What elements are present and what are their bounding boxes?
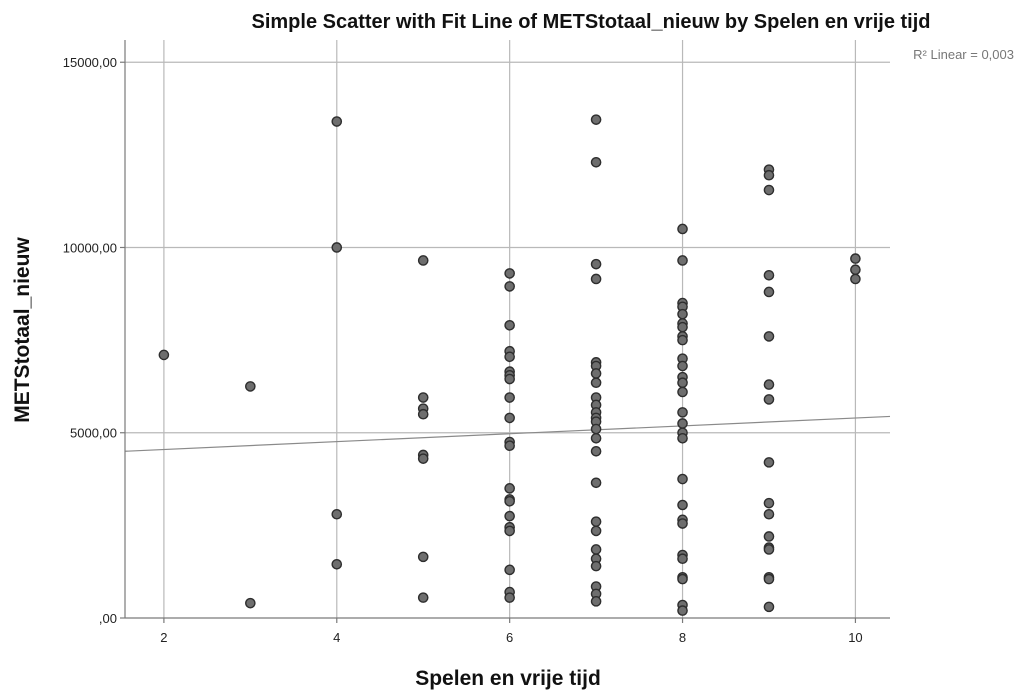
data-point (504, 525, 515, 537)
data-point (677, 334, 688, 346)
data-point (331, 558, 343, 570)
data-point (417, 551, 429, 563)
data-point (590, 368, 602, 379)
data-point (677, 255, 688, 266)
data-point (677, 377, 688, 389)
y-tick-label: ,00 (99, 611, 117, 626)
data-point (763, 394, 775, 405)
data-point (417, 392, 429, 403)
data-point (850, 264, 861, 276)
data-point (504, 351, 515, 363)
y-tick-label: 5000,00 (70, 426, 117, 441)
data-point (590, 433, 602, 444)
data-point (677, 473, 688, 485)
data-point (158, 349, 170, 361)
fit-line (124, 415, 891, 452)
y-tick-labels: ,00 5000,00 10000,00 15000,00 (63, 55, 125, 626)
data-point (590, 156, 602, 168)
data-point (590, 114, 602, 125)
data-point (504, 412, 515, 424)
data-point (677, 308, 688, 320)
x-axis-title: Spelen en vrije tijd (415, 667, 601, 690)
data-point (590, 258, 602, 270)
data-point (417, 408, 429, 420)
data-point (763, 184, 775, 196)
x-tick-label: 8 (679, 630, 686, 645)
data-point (763, 379, 775, 390)
data-point (850, 273, 861, 285)
data-point (677, 605, 688, 616)
data-point (763, 457, 775, 468)
data-point (504, 495, 515, 507)
data-point (763, 286, 775, 298)
data-point (590, 477, 602, 489)
data-point (504, 483, 515, 494)
data-point (590, 544, 602, 555)
data-point (504, 319, 515, 331)
data-point (677, 418, 688, 429)
data-point (677, 321, 688, 333)
data-point (504, 268, 515, 279)
data-point (677, 223, 688, 235)
data-point (504, 592, 515, 603)
data-point (763, 331, 775, 342)
data-point (677, 518, 688, 529)
data-point (763, 169, 775, 181)
data-point (763, 544, 775, 555)
data-point (504, 564, 515, 576)
data-point (331, 242, 343, 253)
data-point (677, 386, 688, 398)
data-point (763, 531, 775, 542)
data-point (763, 573, 775, 585)
data-point (850, 253, 861, 264)
data-point (331, 116, 343, 127)
data-point (331, 508, 343, 520)
data-point (677, 573, 688, 585)
data-point (677, 499, 688, 511)
data-point (245, 381, 256, 392)
gridlines (125, 40, 890, 618)
r2-linear-label: R² Linear = 0,003 (913, 47, 1014, 62)
data-point (677, 360, 688, 372)
data-point (763, 508, 775, 520)
data-point (763, 601, 775, 613)
data-point (677, 553, 688, 565)
x-tick-label: 10 (848, 630, 862, 645)
data-point (504, 510, 515, 522)
data-point (504, 281, 515, 292)
y-axis-title: METStotaal_nieuw (11, 237, 34, 423)
y-tick-label: 10000,00 (63, 240, 117, 255)
data-point (504, 440, 515, 452)
x-tick-label: 2 (160, 630, 167, 645)
data-point (590, 525, 602, 537)
data-point (590, 560, 602, 572)
x-tick-label: 4 (333, 630, 340, 645)
x-tick-label: 6 (506, 630, 513, 645)
data-point (417, 453, 429, 464)
y-tick-label: 15000,00 (63, 55, 117, 70)
data-point (677, 407, 688, 418)
data-point (590, 273, 602, 285)
data-point (590, 516, 602, 527)
data-point (245, 597, 256, 609)
x-tick-labels: 2 4 6 8 10 (160, 618, 863, 645)
data-point (590, 377, 602, 389)
data-point (677, 433, 688, 444)
data-point (763, 269, 775, 281)
chart-title: Simple Scatter with Fit Line of METStota… (251, 11, 930, 33)
data-point (590, 445, 602, 457)
data-point (590, 596, 602, 607)
data-point (417, 592, 429, 603)
data-point (504, 373, 515, 385)
data-point (590, 423, 602, 435)
data-point (417, 255, 429, 266)
data-points (158, 114, 861, 616)
data-point (763, 497, 775, 509)
data-point (504, 392, 515, 403)
